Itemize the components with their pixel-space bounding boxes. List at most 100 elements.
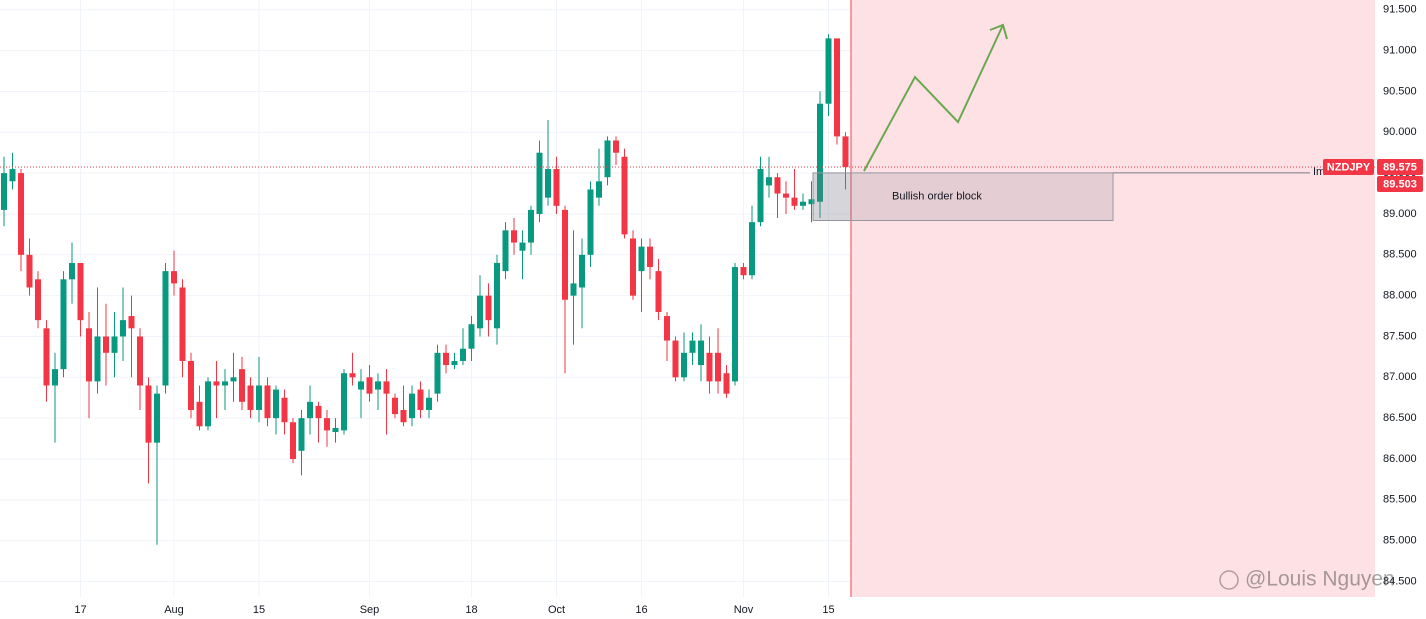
candle-body (443, 352, 449, 366)
candle-body (247, 385, 254, 410)
candle-body (834, 38, 840, 137)
candle-body (740, 267, 747, 276)
candle-body (460, 348, 466, 361)
y-tick-label: 86.000 (1383, 453, 1417, 465)
last-price-tag: 89.575 (1383, 161, 1417, 173)
x-tick-label: 15 (822, 604, 834, 616)
candle-body (511, 230, 517, 243)
candle-body (681, 352, 687, 378)
candle-body (536, 152, 543, 214)
candles (1, 34, 849, 545)
level-tag: 89.503 (1383, 178, 1417, 190)
candle-body (570, 283, 577, 296)
x-tick-label: 16 (635, 604, 647, 616)
candle-body (18, 173, 24, 255)
x-tick-label: Nov (734, 604, 754, 616)
candle-body (358, 381, 364, 390)
order-block-origin (813, 172, 851, 221)
candle-body (417, 389, 424, 410)
candle-body (230, 377, 237, 382)
candle-body (281, 397, 288, 423)
candle-body (290, 422, 296, 459)
candle-body (332, 427, 339, 433)
candle-body (698, 340, 704, 366)
candle-body (579, 254, 585, 288)
candle-body (188, 360, 194, 410)
candle-body (613, 140, 619, 153)
candle-body (375, 381, 381, 390)
y-tick-label: 87.500 (1383, 330, 1417, 342)
candle-body (137, 336, 143, 386)
candle-body (553, 169, 560, 206)
candle-body (485, 295, 492, 321)
candle-body (256, 385, 262, 410)
candle-body (596, 181, 602, 198)
watermark-icon (1219, 570, 1239, 590)
candle-body (60, 279, 67, 370)
candle-body (783, 193, 789, 198)
y-tick-label: 91.000 (1383, 45, 1417, 57)
candle-body (732, 267, 738, 382)
x-tick-label: Sep (360, 604, 380, 616)
candle-body (434, 352, 441, 394)
candle-body (69, 262, 75, 280)
candle-body (655, 271, 662, 312)
price-axis-bg (1375, 0, 1426, 619)
candle-body (502, 230, 509, 272)
candle-body (808, 199, 815, 205)
candle-body (723, 373, 730, 394)
x-tick-label: 18 (465, 604, 477, 616)
arrow-head (989, 23, 1008, 40)
candle-body (103, 336, 109, 353)
candle-body (689, 340, 696, 353)
candle-body (468, 324, 475, 349)
candle-body (26, 254, 33, 288)
overlay: Bullish order blockImbalance (0, 166, 1375, 222)
candle-body (545, 169, 551, 198)
candle-body (205, 381, 211, 427)
candle-body (128, 316, 135, 329)
candle-body (706, 352, 713, 382)
candle-body (154, 393, 160, 443)
x-tick-label: Aug (164, 604, 184, 616)
candle-body (664, 316, 670, 341)
candle-body (562, 209, 568, 300)
x-tick-label: 17 (74, 604, 86, 616)
candle-body (528, 209, 534, 243)
candle-body (120, 320, 126, 337)
candle-body (400, 409, 407, 423)
candle-body (162, 271, 169, 386)
y-tick-label: 88.000 (1383, 290, 1417, 302)
y-tick-label: 87.000 (1383, 371, 1417, 383)
candle-body (239, 369, 245, 402)
candle-body (307, 401, 313, 419)
candle-body (35, 279, 41, 321)
candle-body (341, 373, 347, 431)
y-tick-label: 85.500 (1383, 494, 1417, 506)
forecast-zone (851, 0, 1375, 597)
candle-body (774, 177, 781, 194)
candle-body (426, 397, 432, 410)
y-tick-label: 84.500 (1383, 575, 1417, 587)
candle-body (179, 287, 186, 361)
candle-body (519, 242, 526, 251)
candle-body (111, 336, 118, 353)
watermark: @Louis Nguyen (1245, 568, 1395, 591)
candle-body (349, 373, 356, 378)
candle-body (621, 156, 628, 235)
candle-body (477, 295, 483, 329)
candle-body (213, 381, 220, 386)
candle-body (196, 401, 203, 427)
candle-body (757, 169, 764, 223)
y-tick-label: 90.000 (1383, 126, 1417, 138)
candle-body (672, 340, 679, 378)
candle-body (383, 381, 390, 394)
candle-body (587, 189, 594, 255)
projection-arrow (863, 24, 1004, 172)
last-price-tag-bg (1377, 159, 1423, 176)
candle-body (52, 369, 58, 386)
candle-body (825, 38, 832, 104)
candle-body (409, 393, 415, 419)
candle-body (647, 246, 653, 268)
